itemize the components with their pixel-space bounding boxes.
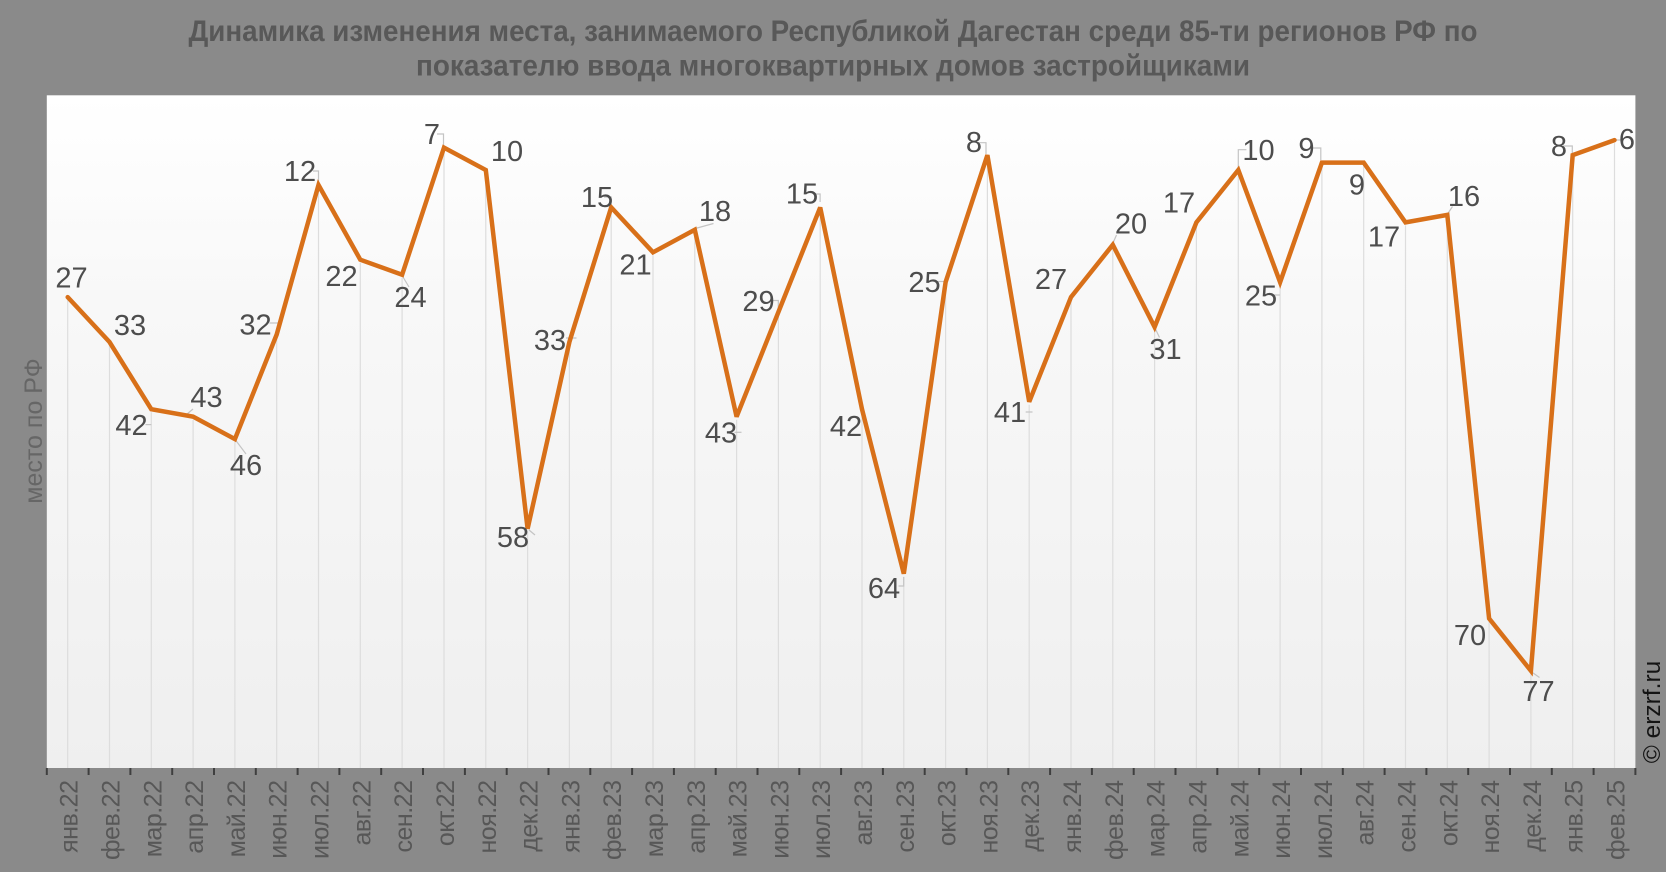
svg-text:33: 33 xyxy=(114,310,146,342)
svg-text:дек.23: дек.23 xyxy=(1017,781,1045,852)
svg-text:янв.25: янв.25 xyxy=(1561,781,1589,853)
svg-text:77: 77 xyxy=(1522,676,1554,708)
svg-text:апр.22: апр.22 xyxy=(181,781,209,854)
svg-text:8: 8 xyxy=(1551,131,1567,163)
svg-text:10: 10 xyxy=(1242,135,1274,167)
svg-text:24: 24 xyxy=(394,282,426,314)
svg-text:12: 12 xyxy=(284,156,316,188)
svg-text:фев.23: фев.23 xyxy=(599,781,627,861)
svg-text:20: 20 xyxy=(1115,209,1147,241)
svg-text:авг.24: авг.24 xyxy=(1352,780,1380,846)
svg-text:7: 7 xyxy=(424,119,440,151)
svg-text:мар.22: мар.22 xyxy=(139,781,167,858)
svg-text:9: 9 xyxy=(1349,170,1365,202)
svg-text:окт.23: окт.23 xyxy=(934,781,962,847)
svg-text:фев.24: фев.24 xyxy=(1101,780,1129,860)
svg-text:июл.23: июл.23 xyxy=(808,781,836,860)
svg-text:показателю ввода многоквартирн: показателю ввода многоквартирных домов з… xyxy=(416,50,1250,83)
svg-text:8: 8 xyxy=(966,127,982,159)
svg-text:янв.22: янв.22 xyxy=(56,781,84,853)
svg-text:май.24: май.24 xyxy=(1226,780,1254,857)
svg-text:Динамика изменения места, зани: Динамика изменения места, занимаемого Ре… xyxy=(189,15,1478,48)
svg-text:6: 6 xyxy=(1619,124,1635,156)
svg-text:64: 64 xyxy=(868,573,900,605)
svg-text:33: 33 xyxy=(534,325,566,357)
svg-text:фев.25: фев.25 xyxy=(1603,781,1631,861)
svg-text:43: 43 xyxy=(705,418,737,450)
svg-text:27: 27 xyxy=(55,263,87,295)
svg-text:25: 25 xyxy=(908,267,940,299)
svg-text:фев.22: фев.22 xyxy=(98,781,126,861)
svg-text:июн.24: июн.24 xyxy=(1268,780,1296,859)
svg-text:17: 17 xyxy=(1163,188,1195,220)
svg-text:27: 27 xyxy=(1035,264,1067,296)
svg-text:июн.23: июн.23 xyxy=(766,781,794,859)
svg-text:авг.22: авг.22 xyxy=(348,781,376,846)
svg-text:29: 29 xyxy=(742,286,774,318)
svg-text:июл.24: июл.24 xyxy=(1310,780,1338,859)
svg-text:авг.23: авг.23 xyxy=(850,781,878,846)
svg-text:15: 15 xyxy=(786,179,818,211)
svg-text:место по РФ: место по РФ xyxy=(20,358,48,503)
svg-text:дек.22: дек.22 xyxy=(516,781,544,852)
svg-text:32: 32 xyxy=(239,310,271,342)
svg-text:сен.22: сен.22 xyxy=(390,781,418,853)
svg-text:апр.23: апр.23 xyxy=(683,781,711,854)
svg-text:мар.23: мар.23 xyxy=(641,781,669,858)
svg-text:июн.22: июн.22 xyxy=(265,781,293,859)
svg-text:сен.23: сен.23 xyxy=(892,781,920,853)
svg-text:ноя.24: ноя.24 xyxy=(1477,780,1505,854)
svg-text:июл.22: июл.22 xyxy=(307,781,335,860)
svg-text:46: 46 xyxy=(230,450,262,482)
svg-text:9: 9 xyxy=(1298,133,1314,165)
svg-text:42: 42 xyxy=(115,410,147,442)
svg-text:18: 18 xyxy=(699,196,731,228)
svg-text:мар.24: мар.24 xyxy=(1143,780,1171,857)
svg-text:ноя.23: ноя.23 xyxy=(975,781,1003,854)
svg-text:сен.24: сен.24 xyxy=(1394,780,1422,853)
svg-text:16: 16 xyxy=(1448,181,1480,213)
svg-text:25: 25 xyxy=(1245,281,1277,313)
svg-text:43: 43 xyxy=(190,382,222,414)
svg-text:апр.24: апр.24 xyxy=(1184,780,1212,854)
svg-text:янв.24: янв.24 xyxy=(1059,780,1087,853)
svg-text:янв.23: янв.23 xyxy=(557,781,585,853)
svg-text:42: 42 xyxy=(830,411,862,443)
svg-text:41: 41 xyxy=(994,397,1026,429)
svg-text:15: 15 xyxy=(581,182,613,214)
svg-text:май.22: май.22 xyxy=(223,781,251,858)
svg-text:10: 10 xyxy=(491,136,523,168)
svg-text:22: 22 xyxy=(325,261,357,293)
svg-text:май.23: май.23 xyxy=(725,781,753,858)
svg-text:70: 70 xyxy=(1454,620,1486,652)
svg-text:17: 17 xyxy=(1368,222,1400,254)
svg-text:дек.24: дек.24 xyxy=(1519,780,1547,852)
svg-text:31: 31 xyxy=(1149,334,1181,366)
svg-text:58: 58 xyxy=(497,522,529,554)
svg-text:окт.22: окт.22 xyxy=(432,781,460,847)
svg-text:© erzrf.ru: © erzrf.ru xyxy=(1639,661,1666,763)
svg-text:ноя.22: ноя.22 xyxy=(474,781,502,854)
svg-text:21: 21 xyxy=(619,250,651,282)
svg-text:окт.24: окт.24 xyxy=(1435,780,1463,846)
